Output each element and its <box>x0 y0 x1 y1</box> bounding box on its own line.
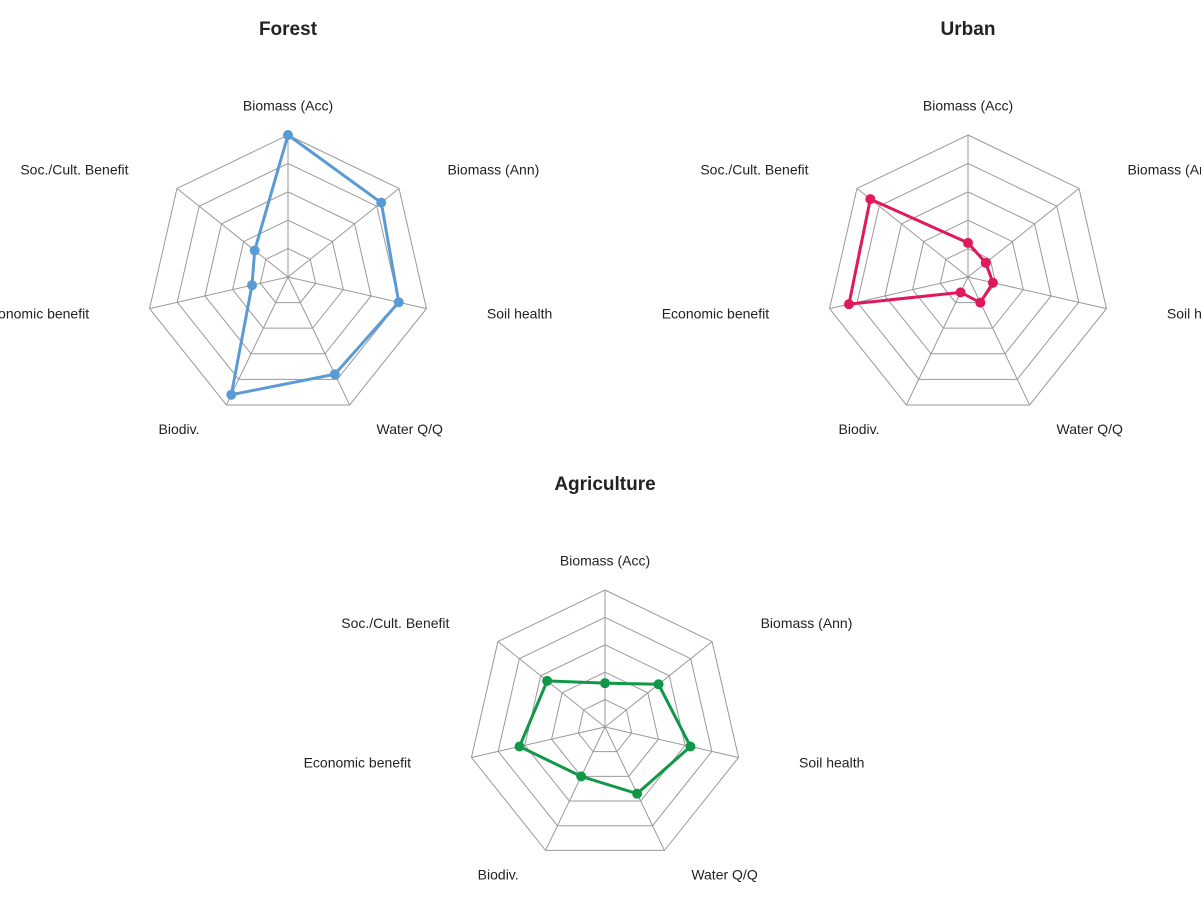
axis-label: Economic benefit <box>0 306 89 322</box>
radar-chart: Forest Biomass (Acc) Biomass (Ann) Soil hea… <box>0 19 552 437</box>
series-line <box>229 132 401 397</box>
grid-ring <box>829 134 1107 406</box>
spoke <box>471 726 606 758</box>
data-point <box>226 389 237 400</box>
axis-label: Water Q/Q <box>1057 421 1123 437</box>
axis-label: Biodiv. <box>839 421 880 437</box>
grid-ring <box>497 616 713 827</box>
chart-title: Forest <box>259 19 318 40</box>
grid-ring <box>470 589 740 851</box>
axis-label: Water Q/Q <box>377 421 443 437</box>
data-point <box>685 741 696 752</box>
data-point <box>329 369 340 380</box>
data-point <box>247 280 258 291</box>
data-point <box>980 257 991 268</box>
grid-ring <box>551 671 659 777</box>
axis-label: Soc./Cult. Benefit <box>20 162 128 178</box>
axis-label: Soc./Cult. Benefit <box>341 615 449 631</box>
axis-label: Biodiv. <box>478 866 519 882</box>
data-point <box>865 194 876 205</box>
spoke <box>545 726 606 851</box>
data-point <box>843 299 854 310</box>
grid-ring <box>939 248 997 304</box>
axis-label: Biomass (Ann) <box>761 615 853 631</box>
chart-title: Urban <box>941 19 996 40</box>
series-line <box>517 679 693 796</box>
data-point <box>542 675 553 686</box>
data-point <box>376 197 387 208</box>
axis-label: Economic benefit <box>304 754 412 770</box>
axis-label: Biomass (Ann) <box>1127 162 1201 178</box>
spoke <box>967 276 1031 406</box>
grid-ring <box>912 219 1024 329</box>
radar-chart: Urban Biomass (Acc) Biomass (Ann) Soil heal… <box>662 19 1201 437</box>
data-point <box>987 277 998 288</box>
data-point <box>514 741 525 752</box>
axis-label: Soc./Cult. Benefit <box>700 162 808 178</box>
data-point <box>955 287 966 298</box>
data-point <box>632 788 643 799</box>
data-point <box>576 771 587 782</box>
axis-label: Biomass (Ann) <box>447 162 539 178</box>
axis-label: Soil health <box>487 306 552 322</box>
data-point <box>249 245 260 256</box>
data-point <box>653 679 664 690</box>
grid-ring <box>149 134 427 406</box>
axis-label: Biodiv. <box>159 421 200 437</box>
grid-ring <box>232 219 344 329</box>
grid-ring <box>884 191 1052 355</box>
spoke <box>287 276 351 406</box>
axis-label: Soil health <box>799 754 864 770</box>
spoke <box>604 726 739 758</box>
data-point <box>963 237 973 248</box>
grid-ring <box>176 162 400 380</box>
spoke <box>225 276 289 406</box>
data-point <box>975 297 986 308</box>
axis-label: Biomass (Acc) <box>923 98 1013 114</box>
axis-label: Water Q/Q <box>691 866 757 882</box>
grid-ring <box>259 248 317 304</box>
axis-label: Biomass (Acc) <box>560 553 650 569</box>
data-point <box>600 678 610 689</box>
axis-label: Biomass (Acc) <box>243 98 333 114</box>
radar-chart: Agriculture Biomass (Acc) Biomass (Ann) Soi… <box>304 474 865 882</box>
spoke <box>176 188 289 278</box>
chart-title: Agriculture <box>554 474 655 495</box>
grid-ring <box>577 699 633 753</box>
data-point <box>393 297 404 308</box>
data-point <box>283 130 293 140</box>
grid-ring <box>524 644 686 802</box>
axis-label: Economic benefit <box>662 306 770 322</box>
spoke <box>604 726 665 851</box>
axis-label: Soil health <box>1167 306 1201 322</box>
grid-ring <box>856 162 1080 380</box>
spoke <box>905 276 969 406</box>
grid-ring <box>204 191 372 355</box>
spoke <box>497 641 606 728</box>
spoke <box>856 188 969 278</box>
spoke <box>149 276 289 310</box>
